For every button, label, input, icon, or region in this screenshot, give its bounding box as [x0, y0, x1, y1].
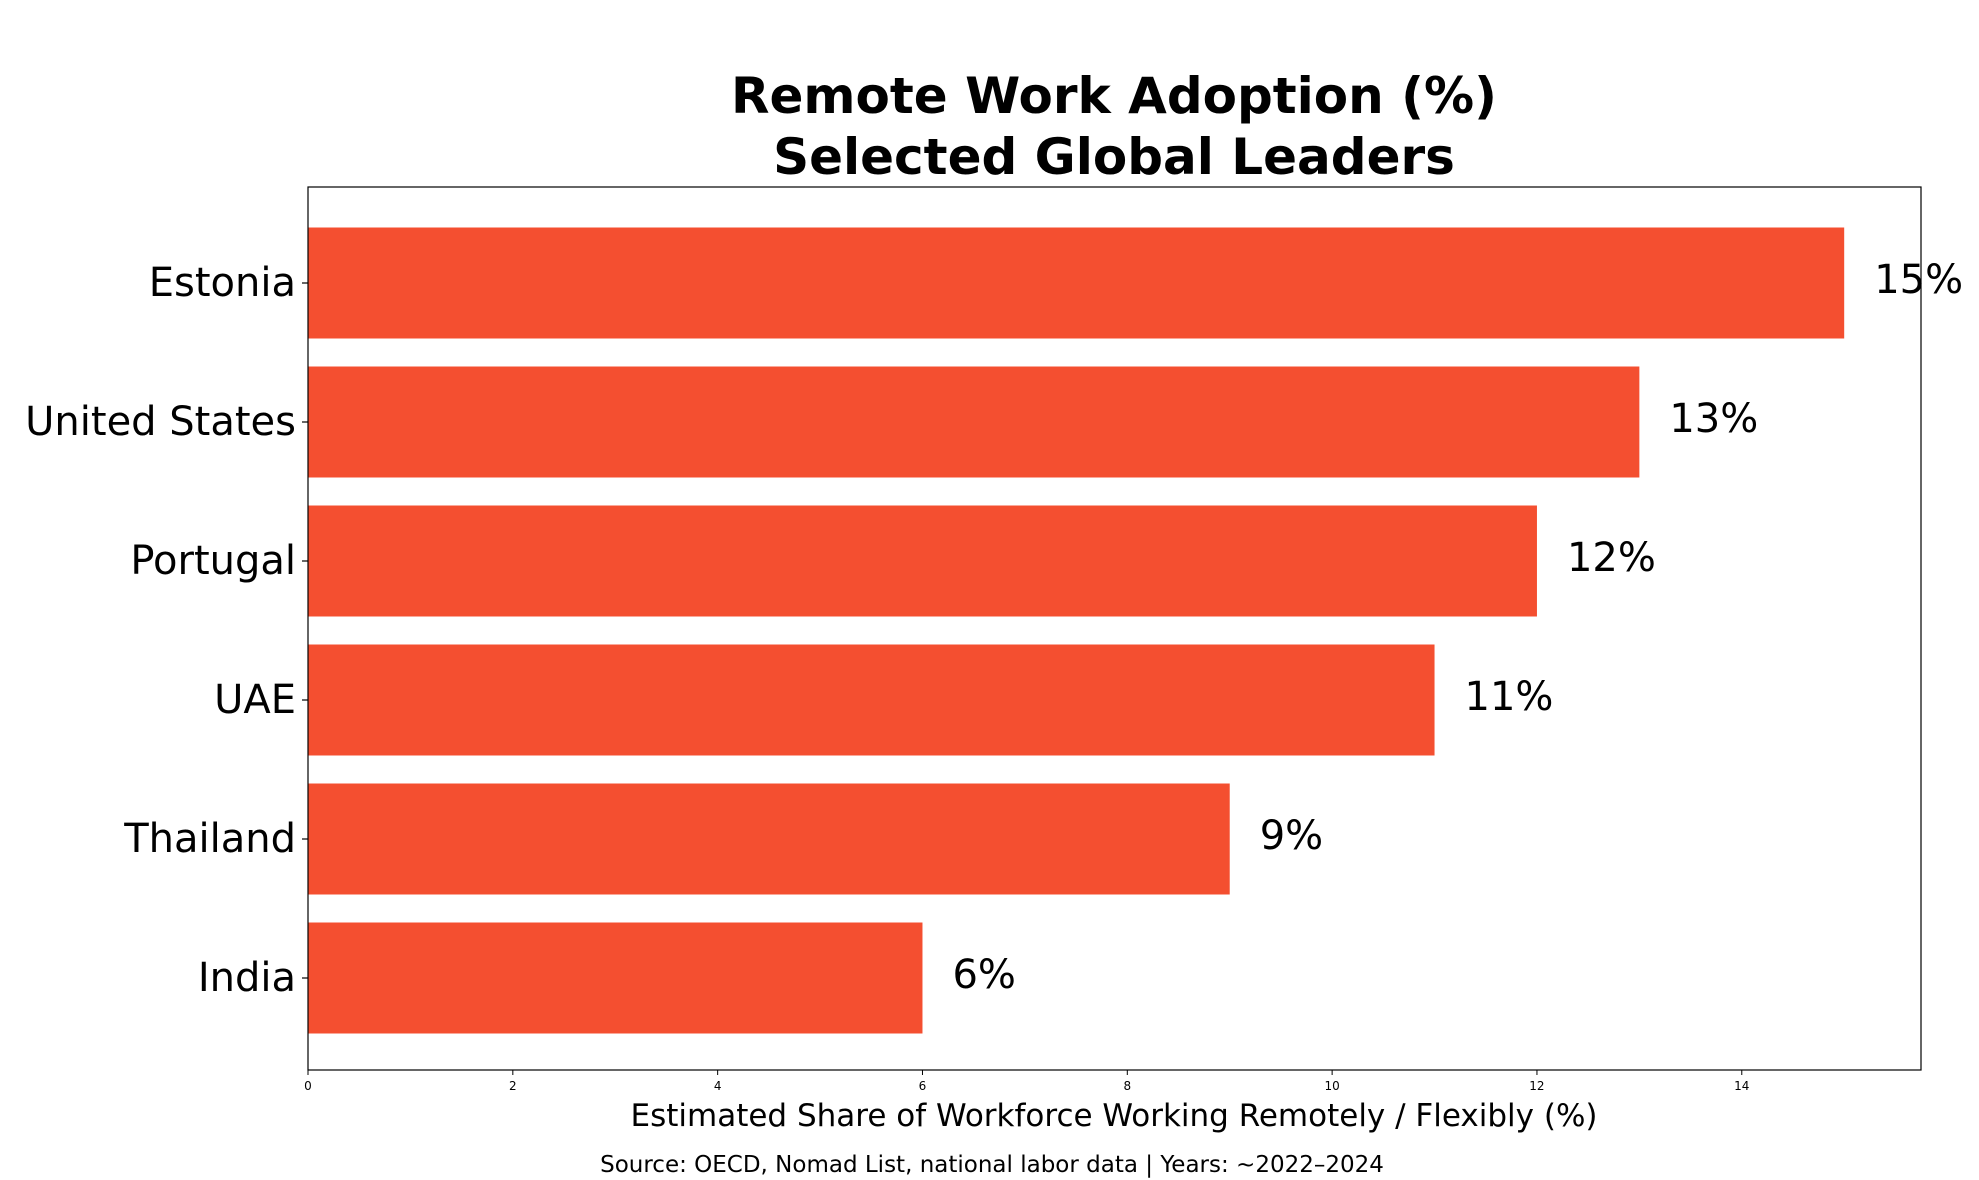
value-label-united-states: 13%	[1669, 396, 1758, 442]
y-tick-label-uae: UAE	[214, 677, 296, 723]
x-ticks-group: 0 2 4 6 8 10 12 14	[304, 1070, 1749, 1093]
bar-united-states	[308, 366, 1640, 478]
chart-title-line-2: Selected Global Leaders	[773, 128, 1455, 186]
bars-group	[308, 227, 1845, 1034]
x-tick-label-10: 10	[1324, 1079, 1339, 1093]
value-label-uae: 11%	[1465, 674, 1554, 720]
bar-thailand	[308, 783, 1230, 895]
bar-portugal	[308, 505, 1537, 617]
source-note: Source: OECD, Nomad List, national labor…	[600, 1152, 1384, 1178]
x-axis-label: Estimated Share of Workforce Working Rem…	[631, 1098, 1598, 1134]
chart-title-line-1: Remote Work Adoption (%)	[731, 67, 1497, 125]
bar-estonia	[308, 227, 1845, 339]
value-labels-group: 15% 13% 12% 11% 9% 6%	[952, 257, 1963, 998]
x-tick-label-4: 4	[714, 1079, 722, 1093]
plot-area-frame	[307, 186, 1922, 1071]
y-tick-label-portugal: Portugal	[130, 538, 296, 584]
value-label-thailand: 9%	[1260, 813, 1323, 859]
x-tick-label-8: 8	[1123, 1079, 1131, 1093]
category-labels-group: Estonia United States Portugal UAE Thailand I…	[25, 260, 308, 1001]
y-tick-label-india: India	[198, 955, 296, 1001]
value-label-india: 6%	[952, 952, 1015, 998]
bar-india	[308, 922, 923, 1034]
x-tick-label-6: 6	[919, 1079, 927, 1093]
x-tick-label-2: 2	[509, 1079, 517, 1093]
bar-uae	[308, 644, 1435, 756]
x-tick-label-14: 14	[1734, 1079, 1749, 1093]
y-tick-label-thailand: Thailand	[123, 816, 296, 862]
y-tick-label-estonia: Estonia	[149, 260, 296, 306]
x-tick-label-12: 12	[1529, 1079, 1544, 1093]
x-tick-label-0: 0	[304, 1079, 312, 1093]
y-tick-label-united-states: United States	[25, 399, 296, 445]
value-label-portugal: 12%	[1567, 535, 1656, 581]
value-label-estonia: 15%	[1874, 257, 1963, 303]
